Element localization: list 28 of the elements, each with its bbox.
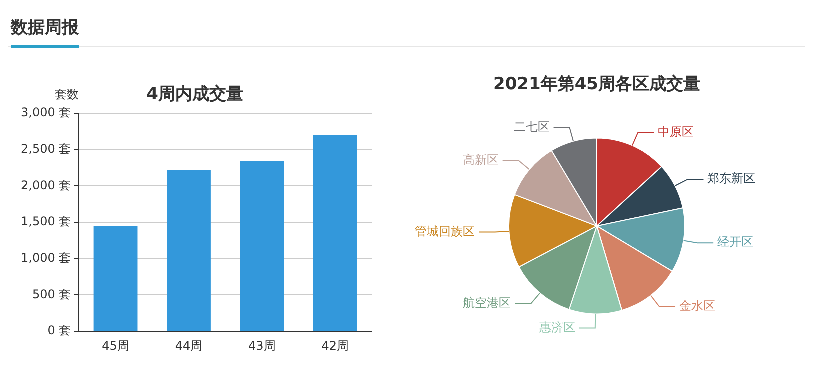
slice-label: 中原区 [658,124,694,139]
y-tick-label: 1,500 套 [20,214,72,229]
x-tick-label: 44周 [175,338,203,353]
y-tick-label: 1,000 套 [20,250,72,265]
slice-label: 经开区 [718,235,754,250]
chart-title: 4周内成交量 [146,84,244,105]
bar [313,135,358,332]
y-tick-label: 0 套 [48,324,72,338]
chart-title: 2021年第45周各区成交量 [494,74,700,95]
bar [167,170,211,332]
y-tick-label: 2,000 套 [20,178,72,192]
y-axis-title: 套数 [55,88,80,102]
slice-label: 管城回族区 [415,224,476,238]
slice-label: 郑东新区 [708,172,756,186]
x-tick-label: 42周 [322,338,350,353]
y-tick-label: 3,000 套 [20,106,72,120]
slice-label: 航空港区 [463,296,511,310]
y-tick-label: 500 套 [32,287,72,302]
text: 数据周报 [11,16,79,48]
slice-label: 二七区 [514,120,550,134]
x-tick-label: 43周 [248,338,276,353]
x-tick-label: 45周 [102,338,130,353]
slice-label: 金水区 [680,298,716,313]
slice-label: 惠济区 [538,320,576,334]
bar [240,161,284,332]
y-tick-label: 2,500 套 [20,142,72,156]
slice-label: 高新区 [462,152,499,167]
bar [94,226,138,332]
